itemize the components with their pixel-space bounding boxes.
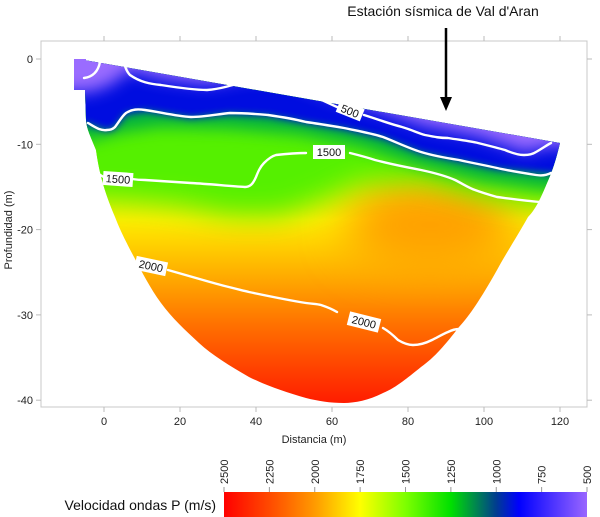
colorbar [224, 492, 587, 517]
contour-label: 2000 [133, 255, 169, 277]
contour-label-text: 2000 [138, 259, 164, 276]
colorbar-tick-label: 2250 [264, 460, 276, 484]
colorbar-tick-label: 750 [537, 466, 549, 484]
contour-label-text: 1500 [105, 173, 130, 187]
x-tick-label: 20 [174, 416, 186, 428]
station-arrow-icon [440, 28, 452, 111]
contour-500-left [82, 60, 102, 80]
y-tick-label: -40 [17, 395, 33, 407]
contour-1500 [348, 151, 542, 204]
x-tick-label: 100 [475, 416, 493, 428]
contour-label: 2000 [346, 311, 382, 333]
colorbar-tick-label: 1000 [491, 460, 503, 484]
y-tick-label: 0 [27, 54, 33, 66]
contour-1000 [86, 108, 553, 177]
colorbar-tick-label: 1500 [401, 460, 413, 484]
contour-500 [122, 61, 251, 92]
x-tick-label: 80 [402, 416, 414, 428]
colorbar-ticks: 2500 2250 2000 1750 1500 1250 1000 750 500 [219, 460, 594, 492]
contour-label: 1500 [102, 170, 134, 188]
colorbar-tick-label: 1250 [446, 460, 458, 484]
contour-label-text: 1500 [317, 147, 341, 159]
station-annotation: Estación sísmica de Val d'Aran [347, 3, 539, 19]
x-axis-title: Distancia (m) [282, 434, 347, 446]
colorbar-title: Velocidad ondas P (m/s) [65, 497, 217, 513]
x-tick-label: 60 [326, 416, 338, 428]
contour-500 [283, 83, 553, 157]
colorbar-tick-label: 500 [582, 466, 594, 484]
y-tick-label: -30 [17, 310, 33, 322]
contour-label-text: 2000 [350, 314, 377, 332]
contour-label: 1500 [313, 145, 345, 159]
colorbar-tick-label: 1750 [355, 460, 367, 484]
colorbar-tick-label: 2500 [219, 460, 231, 484]
velocity-field [74, 59, 560, 403]
y-tick-label: -10 [17, 139, 33, 151]
plot-frame [40, 40, 588, 408]
x-tick-label: 40 [250, 416, 262, 428]
contour-lines [82, 60, 553, 347]
high-velocity-anomaly [345, 180, 515, 270]
colorbar-tick-label: 2000 [310, 460, 322, 484]
y-axis-title: Profundidad (m) [3, 191, 15, 270]
x-tick-label: 0 [101, 416, 107, 428]
x-tick-label: 120 [551, 416, 569, 428]
y-axis: 0 -10 -20 -30 -40 [17, 54, 41, 407]
x-axis: 0 20 40 60 80 100 120 [101, 407, 569, 428]
contour-2000 [166, 268, 461, 347]
frame-ticks [103, 36, 592, 401]
y-tick-label: -20 [17, 225, 33, 237]
